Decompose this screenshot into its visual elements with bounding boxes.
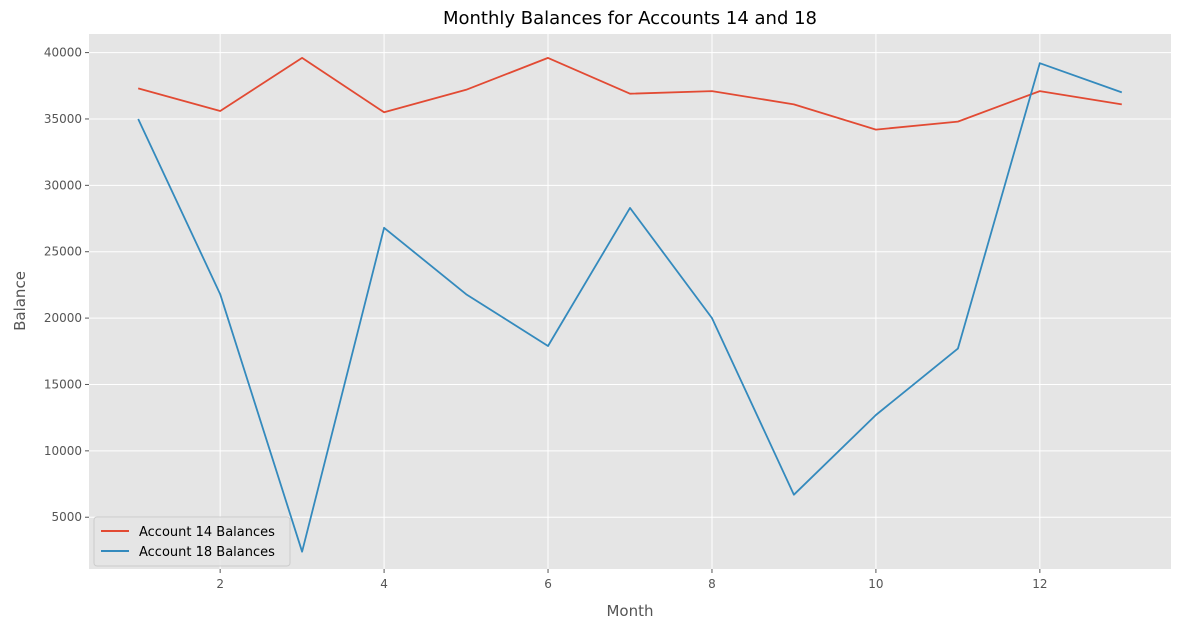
x-tick-label: 4	[380, 577, 388, 591]
x-tick-label: 12	[1032, 577, 1047, 591]
y-tick-label: 15000	[44, 377, 82, 391]
y-tick-label: 25000	[44, 245, 82, 259]
tick-labels: 2 4 6 8 10 12 5000 10000 15000 20000 25000 30000 350…	[44, 46, 1048, 591]
legend-label-account-18: Account 18 Balances	[139, 545, 275, 560]
x-tick-label: 8	[708, 577, 716, 591]
y-tick-label: 5000	[51, 510, 82, 524]
chart-title: Monthly Balances for Accounts 14 and 18	[443, 8, 817, 29]
legend: Account 14 Balances Account 18 Balances	[93, 516, 291, 567]
x-tick-label: 2	[216, 577, 224, 591]
series-line-account-18	[137, 62, 1123, 553]
y-tick-label: 10000	[44, 444, 82, 458]
grid-lines	[85, 34, 1171, 573]
x-tick-label: 10	[868, 577, 883, 591]
legend-label-account-14: Account 14 Balances	[139, 525, 275, 540]
y-axis-title: Balance	[11, 271, 29, 331]
x-axis-title: Month	[606, 602, 653, 620]
series-line-account-14	[137, 57, 1122, 131]
y-tick-label: 30000	[44, 178, 82, 192]
plot-background	[89, 34, 1171, 569]
y-tick-label: 35000	[44, 112, 82, 126]
series-lines	[137, 57, 1123, 553]
x-tick-label: 6	[544, 577, 552, 591]
legend-box	[93, 516, 291, 567]
y-tick-label: 20000	[44, 311, 82, 325]
y-tick-label: 40000	[44, 46, 82, 60]
